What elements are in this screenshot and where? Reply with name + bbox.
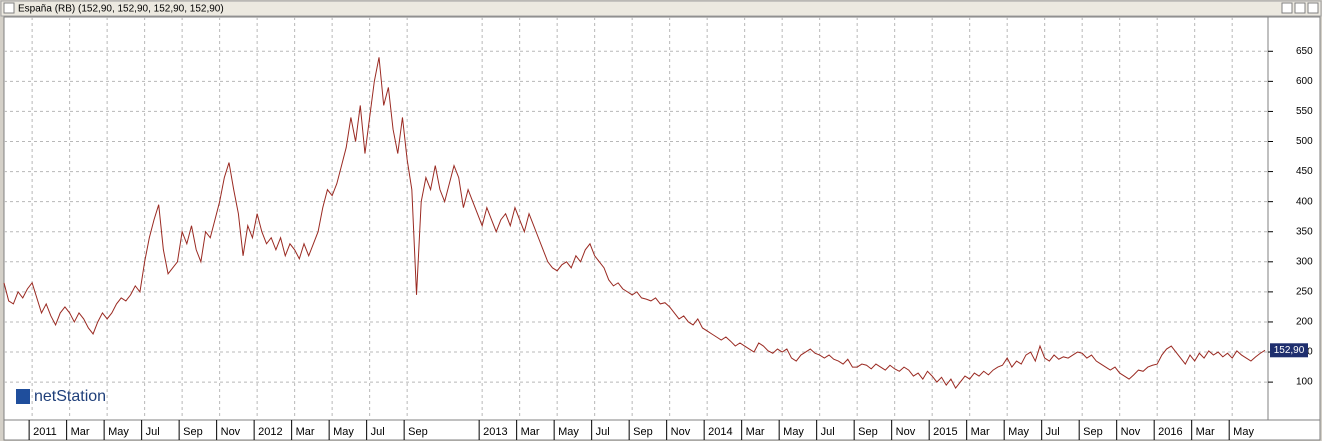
y-tick-label: 400 [1296,196,1313,207]
last-value-label: 152,90 [1274,345,1305,356]
minimize-button[interactable] [1281,2,1293,14]
x-tick-label: Sep [183,426,203,438]
maximize-button[interactable] [1294,2,1306,14]
x-tick-label: Mar [1196,426,1215,438]
x-tick-label: Sep [1083,426,1103,438]
y-tick-label: 350 [1296,226,1313,237]
y-tick-label: 450 [1296,166,1313,177]
y-tick-label: 100 [1296,377,1313,388]
logo-icon [16,389,30,404]
x-tick-label: 2012 [258,426,282,438]
x-tick-label: May [1233,426,1254,438]
x-tick-label: Mar [71,426,90,438]
x-tick-label: Mar [971,426,990,438]
x-axis-area [3,419,1321,441]
price-line [3,57,1266,390]
x-tick-label: 2016 [1158,426,1182,438]
y-tick-label: 650 [1296,46,1313,57]
x-tick-label: Nov [1121,426,1141,438]
x-tick-label: May [1008,426,1029,438]
y-tick-label: 600 [1296,76,1313,87]
x-tick-label: Mar [296,426,315,438]
x-tick-label: 2015 [933,426,957,438]
x-tick-label: 2014 [708,426,732,438]
x-tick-label: 2013 [483,426,507,438]
window-icon [3,2,15,14]
close-button[interactable] [1307,2,1319,14]
x-tick-label: Jul [371,426,385,438]
chart-title: España (RB) (152,90, 152,90, 152,90, 152… [18,4,224,15]
last-value-box [1270,343,1308,358]
x-tick-label: May [783,426,804,438]
x-tick-label: May [108,426,129,438]
x-tick-label: 2011 [33,426,57,438]
x-tick-label: Jul [1046,426,1060,438]
y-tick-label: 250 [1296,287,1313,298]
logo: netStation [16,388,106,405]
x-tick-label: Sep [858,426,878,438]
y-tick-label: 550 [1296,106,1313,117]
x-tick-label: May [558,426,579,438]
x-tick-label: May [333,426,354,438]
x-tick-label: Nov [221,426,241,438]
x-tick-label: Nov [671,426,691,438]
x-tick-label: Jul [821,426,835,438]
x-tick-label: Jul [596,426,610,438]
y-tick-label: 300 [1296,256,1313,267]
x-tick-label: Nov [896,426,916,438]
x-tick-label: Sep [633,426,653,438]
plot-area [3,16,1269,421]
title-bar [0,0,1322,17]
y-tick-label: 500 [1296,136,1313,147]
y-tick-label: 200 [1296,317,1313,328]
x-tick-label: Mar [746,426,765,438]
x-tick-label: Mar [521,426,540,438]
x-tick-label: Jul [146,426,160,438]
x-tick-label: Sep [408,426,428,438]
